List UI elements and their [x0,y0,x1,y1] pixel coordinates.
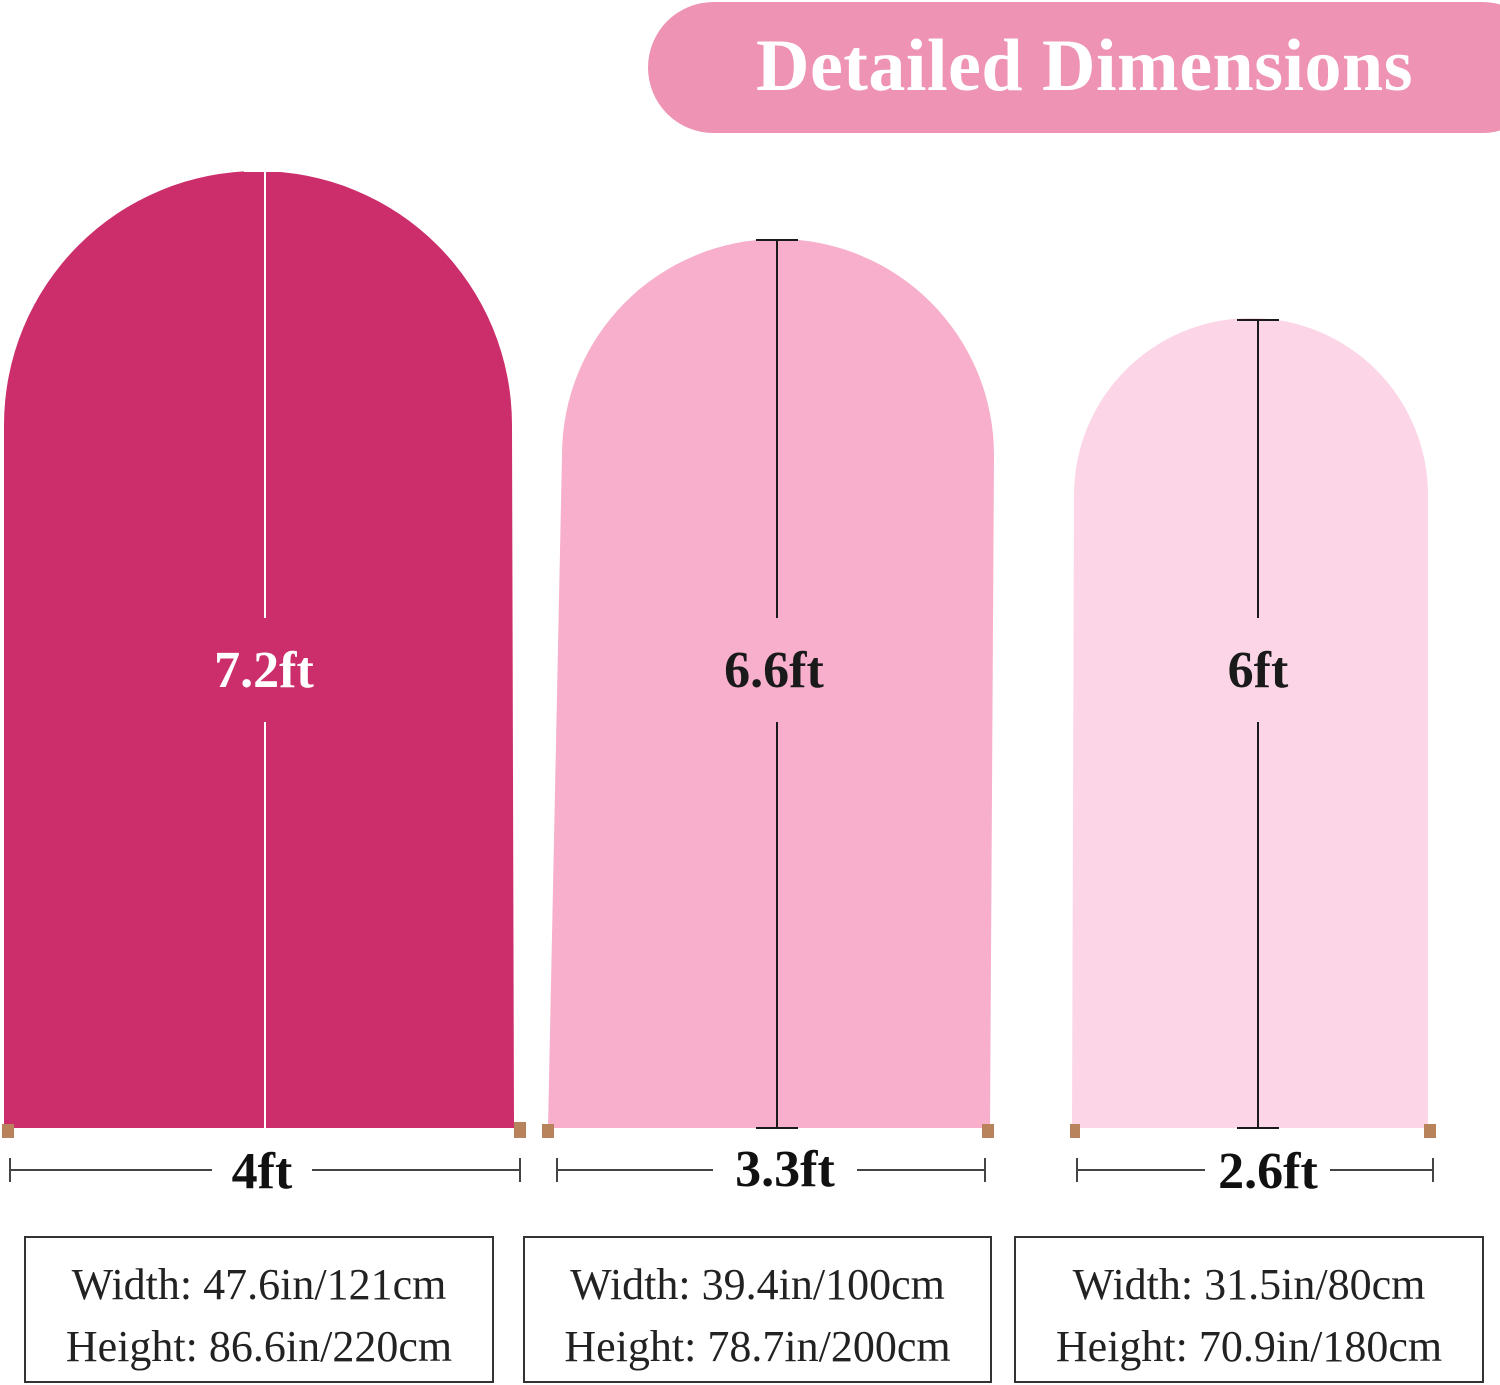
width-label-medium: 3.3ft [735,1141,835,1198]
foot [542,1124,554,1138]
foot [2,1124,14,1138]
arch-large [4,171,514,1128]
height-line-small [1237,319,1279,1129]
foot [1424,1124,1436,1138]
spec-height: Height: 78.7in/200cm [564,1322,951,1371]
height-line-large [244,170,286,1128]
width-label-large: 4ft [231,1143,293,1200]
foot [982,1124,994,1138]
height-label-medium: 6.6ft [724,642,824,699]
spec-width: Width: 47.6in/121cm [71,1260,447,1309]
banner-title: Detailed Dimensions [756,25,1413,107]
spec-box-small: Width: 31.5in/80cm Height: 70.9in/180cm [1014,1236,1484,1383]
foot [514,1122,526,1138]
height-line-medium [756,239,798,1129]
spec-width: Width: 31.5in/80cm [1072,1260,1426,1309]
spec-width: Width: 39.4in/100cm [570,1260,945,1309]
spec-height: Height: 86.6in/220cm [65,1322,453,1371]
foot [1070,1124,1080,1138]
width-label-small: 2.6ft [1218,1143,1318,1200]
width-line-large [9,1158,521,1182]
spec-height: Height: 70.9in/180cm [1055,1322,1443,1371]
width-line-medium [556,1158,986,1182]
arch-small [1072,318,1428,1128]
spec-box-medium: Width: 39.4in/100cm Height: 78.7in/200cm [523,1236,992,1383]
arch-medium [548,239,994,1128]
arch-feet [2,1122,1436,1138]
title-banner [648,2,1500,133]
width-line-small [1076,1158,1434,1182]
height-label-large: 7.2ft [214,642,314,699]
height-label-small: 6ft [1227,642,1289,699]
spec-box-large: Width: 47.6in/121cm Height: 86.6in/220cm [24,1236,494,1383]
